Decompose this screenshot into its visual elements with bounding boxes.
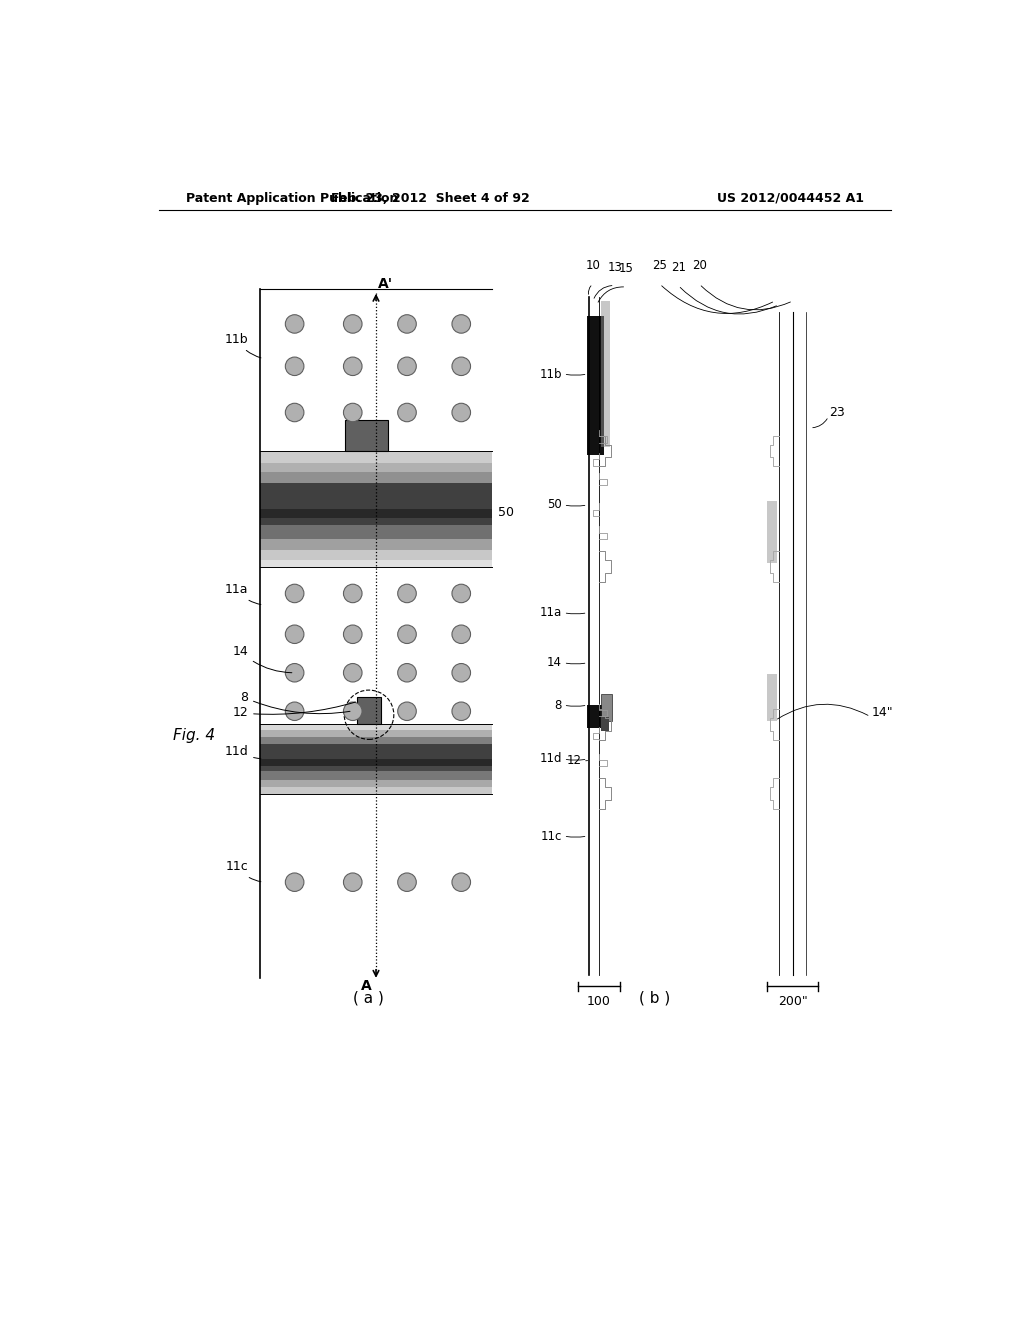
- Bar: [767, 502, 776, 562]
- Text: 25: 25: [652, 259, 667, 272]
- Text: ( a ): ( a ): [353, 990, 384, 1006]
- Text: 20: 20: [692, 259, 707, 272]
- Text: 11d: 11d: [540, 752, 562, 766]
- Bar: [260, 508, 493, 517]
- Circle shape: [343, 404, 362, 422]
- Circle shape: [397, 404, 417, 422]
- Text: 15: 15: [618, 263, 634, 276]
- Text: 8: 8: [240, 690, 350, 714]
- Text: Patent Application Publication: Patent Application Publication: [186, 191, 398, 205]
- Bar: [601, 301, 610, 447]
- Bar: [260, 451, 493, 462]
- Circle shape: [452, 404, 471, 422]
- Text: 13: 13: [607, 261, 623, 275]
- Text: 11c: 11c: [541, 829, 562, 842]
- Circle shape: [397, 873, 417, 891]
- Bar: [260, 743, 493, 759]
- Text: 11a: 11a: [540, 606, 562, 619]
- Circle shape: [397, 358, 417, 376]
- Circle shape: [397, 626, 417, 644]
- Bar: [260, 539, 493, 550]
- Bar: [260, 759, 493, 766]
- Bar: [356, 697, 381, 725]
- Circle shape: [343, 664, 362, 682]
- Text: 14: 14: [547, 656, 562, 669]
- Bar: [601, 717, 608, 730]
- Circle shape: [286, 626, 304, 644]
- Bar: [260, 550, 493, 560]
- Text: 11b: 11b: [224, 333, 261, 358]
- Text: A': A': [378, 277, 393, 290]
- Text: 50: 50: [499, 506, 514, 519]
- Bar: [601, 693, 611, 721]
- Circle shape: [286, 314, 304, 333]
- Text: 100: 100: [587, 995, 610, 1008]
- Circle shape: [452, 702, 471, 721]
- Text: Fig. 4: Fig. 4: [173, 729, 215, 743]
- Bar: [260, 780, 493, 787]
- Text: A: A: [361, 979, 372, 993]
- Circle shape: [286, 358, 304, 376]
- Text: 23: 23: [829, 407, 845, 418]
- Bar: [345, 420, 388, 451]
- Text: ( b ): ( b ): [639, 990, 671, 1006]
- Circle shape: [452, 873, 471, 891]
- Text: 21: 21: [671, 261, 686, 275]
- Circle shape: [286, 664, 304, 682]
- Bar: [260, 730, 493, 737]
- Text: 14": 14": [872, 706, 894, 719]
- Text: 12: 12: [566, 754, 582, 767]
- Bar: [260, 462, 493, 471]
- Text: 50: 50: [547, 499, 562, 511]
- Circle shape: [452, 314, 471, 333]
- Bar: [260, 766, 493, 771]
- Text: 11c: 11c: [225, 861, 261, 882]
- Text: Feb. 23, 2012  Sheet 4 of 92: Feb. 23, 2012 Sheet 4 of 92: [331, 191, 529, 205]
- Circle shape: [286, 585, 304, 603]
- Text: 12: 12: [232, 702, 355, 719]
- Bar: [587, 317, 604, 455]
- Bar: [260, 771, 493, 780]
- Bar: [260, 483, 493, 508]
- Text: 11d: 11d: [224, 744, 261, 759]
- Circle shape: [397, 314, 417, 333]
- Bar: [260, 525, 493, 539]
- Circle shape: [452, 664, 471, 682]
- Bar: [587, 705, 604, 729]
- Bar: [260, 737, 493, 743]
- Text: 8: 8: [555, 698, 562, 711]
- Circle shape: [397, 702, 417, 721]
- Circle shape: [397, 664, 417, 682]
- Bar: [260, 787, 493, 793]
- Circle shape: [343, 626, 362, 644]
- Circle shape: [452, 626, 471, 644]
- Text: 11a: 11a: [224, 583, 261, 605]
- Bar: [260, 725, 493, 730]
- Circle shape: [286, 873, 304, 891]
- Circle shape: [343, 314, 362, 333]
- Circle shape: [286, 404, 304, 422]
- Text: 200": 200": [777, 995, 808, 1008]
- Text: US 2012/0044452 A1: US 2012/0044452 A1: [717, 191, 864, 205]
- Circle shape: [397, 585, 417, 603]
- Text: 11b: 11b: [540, 367, 562, 380]
- Circle shape: [452, 358, 471, 376]
- Circle shape: [343, 358, 362, 376]
- Text: 10: 10: [586, 259, 600, 272]
- Circle shape: [452, 585, 471, 603]
- Bar: [260, 560, 493, 566]
- Circle shape: [343, 702, 362, 721]
- Text: 14: 14: [232, 644, 292, 673]
- Bar: [260, 517, 493, 525]
- Circle shape: [343, 873, 362, 891]
- Bar: [767, 675, 776, 721]
- Bar: [260, 471, 493, 483]
- Circle shape: [286, 702, 304, 721]
- Circle shape: [343, 585, 362, 603]
